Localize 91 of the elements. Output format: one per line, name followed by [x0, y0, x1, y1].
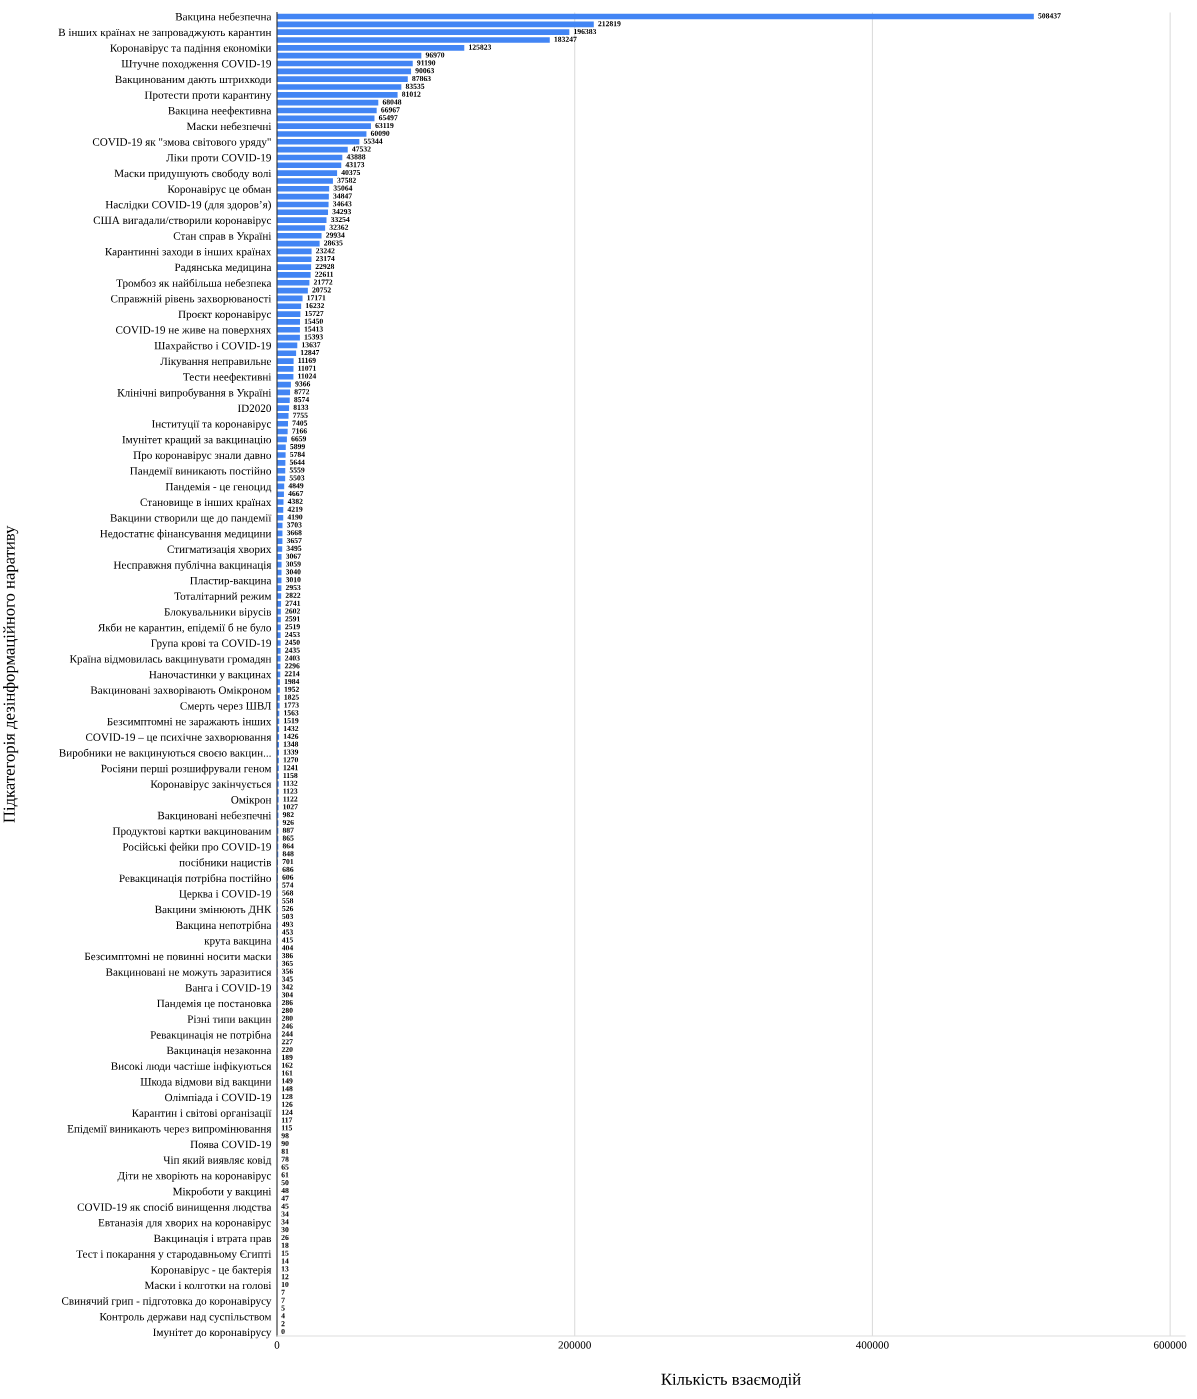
- y-tick-label: Ліки проти COVID-19: [166, 153, 271, 164]
- y-tick-label: Вакцини створили ще до пандемії: [110, 514, 272, 524]
- y-tick-label: Пандемія - це геноцид: [165, 482, 272, 493]
- y-tick-label: В інших країнах не запроваджують карантин: [58, 28, 272, 39]
- y-tick-label: Безсимптомні не повинні носити маски: [84, 952, 272, 961]
- y-tick-label: Свинячий грип - підготовка до коронавірусу: [61, 1297, 272, 1308]
- y-tick-label: Олімпіада і COVID-19: [165, 1093, 271, 1104]
- y-tick-label: Інституції та коронавірус: [151, 420, 272, 430]
- y-tick-label: Російські фейки про COVID-19: [122, 842, 271, 853]
- y-tick-label: Пластир-вакцина: [190, 576, 272, 587]
- y-tick-label: Ревакцинація потрібна постійно: [119, 873, 271, 885]
- y-tick-label: Група крові та COVID-19: [151, 639, 271, 650]
- x-tick-label: 600000: [1153, 1341, 1187, 1349]
- y-tick-label: COVID-19 як спосіб винищення людства: [77, 1202, 272, 1214]
- y-tick-label: COVID-19 – це психічне захворювання: [85, 733, 272, 744]
- y-tick-label: Стигматизація хворих: [167, 545, 272, 556]
- y-tick-label: Становище в інших країнах: [140, 498, 272, 509]
- y-tick-label: Контроль держави над суспільством: [99, 1312, 272, 1323]
- y-tick-label: Карантинні заходи в інших країнах: [105, 247, 272, 258]
- y-tick-label: Імунітет до коронавірусу: [153, 1328, 272, 1339]
- y-tick-label: Карантин і світові організації: [132, 1109, 272, 1120]
- y-tick-label: Тромбоз як найбільша небезпека: [116, 278, 272, 290]
- y-tick-label: Шахрайство і COVID-19: [154, 341, 271, 352]
- y-tick-label: Блокувальники вірусів: [164, 608, 272, 618]
- y-tick-label: Коронавірус закінчується: [150, 780, 272, 791]
- y-tick-label: Пандемії виникають постійно: [130, 466, 271, 477]
- y-tick-label: Справжній рівень захворюваності: [110, 294, 272, 305]
- y-tick-label: Омікрон: [231, 796, 272, 806]
- y-tick-label: Штучне походження COVID-19: [121, 59, 271, 70]
- y-tick-label: Поява COVID-19: [190, 1140, 271, 1149]
- y-tick-label: Лікування неправильне: [160, 357, 272, 368]
- y-tick-label: Виробники не вакцинуються своєю вакцин...: [59, 748, 271, 759]
- y-tick-label: Вакцинація і втрата прав: [153, 1234, 272, 1245]
- y-tick-label: Про коронавірус знали давно: [133, 451, 271, 462]
- y-tick-label: США вигадали/створили коронавірус: [93, 216, 272, 227]
- y-tick-label: Країна відмовилась вакцинувати громадян: [69, 655, 272, 665]
- y-tick-label: Церква і COVID-19: [179, 890, 271, 900]
- y-tick-label: Смерть через ШВЛ: [180, 702, 272, 712]
- y-tick-label: крута вакцина: [204, 939, 272, 947]
- y-tick-label: Коронавірус - це бактерія: [150, 1265, 272, 1276]
- y-tick-label: Росіяни перші розшифрували геном: [101, 764, 272, 775]
- y-tick-label: Імунітет кращий за вакцинацію: [122, 435, 272, 446]
- y-tick-label: Мікроботи у вакцині: [172, 1187, 272, 1198]
- y-tick-label: Діти не хворіють на коронавірус: [117, 1171, 272, 1182]
- y-tick-label: Якби не карантин, епідемії б не було: [97, 623, 272, 634]
- y-tick-label: COVID-19 не живе на поверхнях: [115, 326, 272, 336]
- y-tick-label: Шкода відмови від вакцини: [140, 1078, 272, 1088]
- y-tick-label: Високі люди частіше інфікуються: [111, 1062, 272, 1073]
- y-tick-label: Тоталітарний режим: [174, 592, 272, 603]
- y-tick-label: Протести проти карантину: [144, 91, 272, 102]
- y-tick-label: Епідемії виникають через випромінювання: [67, 1125, 272, 1135]
- y-tick-label: Клінічні випробування в Україні: [117, 388, 272, 399]
- y-tick-label: Пандемія це постановка: [157, 999, 272, 1010]
- y-tick-label: Тести неефективні: [183, 372, 272, 383]
- x-tick-label: 200000: [558, 1341, 591, 1349]
- y-tick-label: Вакциновані небезпечні: [157, 811, 272, 822]
- y-tick-label: Наночастинки у вакцинах: [149, 670, 272, 681]
- x-axis-title: Кількість взаємодій: [661, 1373, 801, 1388]
- x-tick-label: 0: [274, 1341, 280, 1349]
- y-tick-label: Евтаназія для хворих на коронавірус: [98, 1218, 272, 1229]
- y-tick-label: Вакцина непотрібна: [176, 920, 272, 932]
- y-tick-label: Коронавірус та падіння економіки: [110, 44, 272, 55]
- y-tick-label: Ревакцинація не потрібна: [150, 1030, 272, 1041]
- y-tick-label: Вакцина небезпечна: [175, 12, 272, 23]
- y-axis-title: Підкатегорія дезінформаційного наративу: [3, 525, 19, 823]
- y-tick-label: Ванга і COVID-19: [185, 984, 271, 992]
- y-tick-label: COVID-19 як "змова світового уряду": [92, 138, 271, 149]
- y-tick-label: Маски придушують свободу волі: [114, 169, 272, 180]
- y-tick-label: Тест і покарання у стародавньому Єгипті: [76, 1250, 272, 1261]
- y-tick-label: Вакцинація незаконна: [166, 1046, 272, 1057]
- y-tick-label: Вакцина неефективна: [168, 106, 272, 117]
- y-tick-label: Маски і колготки на голові: [144, 1281, 272, 1290]
- y-tick-label: Чіп який виявляє ковід: [163, 1156, 272, 1166]
- y-tick-label: Вакцини змінюють ДНК: [154, 905, 272, 916]
- y-tick-label: Маски небезпечні: [186, 122, 272, 131]
- y-tick-label: Вакцинованим дають штрихкоди: [115, 75, 272, 86]
- y-tick-label: Проєкт коронавірус: [178, 310, 272, 321]
- y-tick-label: Безсимптомні не заражають інших: [107, 717, 272, 728]
- x-tick-label: 400000: [855, 1341, 889, 1349]
- y-tick-label: Продуктові картки вакцинованим: [112, 827, 272, 838]
- y-tick-label: посібники нацистів: [179, 858, 272, 869]
- y-tick-label: Недостатнє фінансування медицини: [100, 529, 272, 540]
- y-tick-label: Коронавірус це обман: [167, 184, 272, 196]
- y-tick-label: Несправжня публічна вакцинація: [113, 560, 272, 572]
- y-tick-label: Вакциновані не можуть заразитися: [105, 968, 272, 979]
- y-tick-label: ID2020: [237, 404, 272, 413]
- y-tick-label: Вакциновані захворівають Омікроном: [90, 686, 272, 697]
- y-tick-label: Радянська медицина: [174, 263, 272, 274]
- y-tick-label: Наслідки COVID-19 (для здоров’я): [105, 200, 271, 211]
- y-tick-label: Різні типи вакцин: [187, 1015, 272, 1025]
- y-tick-label: Стан справ в Україні: [173, 232, 272, 242]
